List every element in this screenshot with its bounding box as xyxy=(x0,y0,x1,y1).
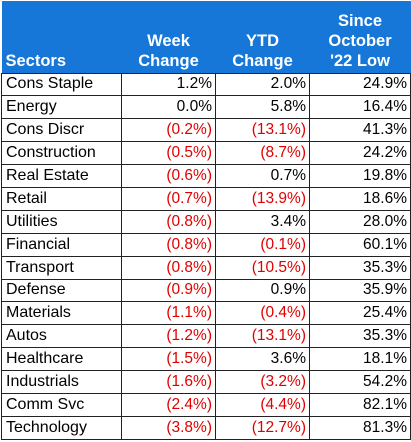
header-since-october-low: Since October '22 Low xyxy=(309,1,411,73)
since-october-low-cell: 28.0% xyxy=(309,209,411,234)
sector-name-cell: Cons Staple xyxy=(1,72,122,97)
sector-name-cell: Transport xyxy=(1,255,122,280)
table-row: Financial (0.8%) (0.1%) 60.1% xyxy=(1,232,411,257)
sector-name-cell: Utilities xyxy=(1,209,122,234)
week-change-cell: (1.6%) xyxy=(121,370,216,394)
sector-name-cell: Comm Svc xyxy=(1,392,122,417)
since-october-low-cell: 35.9% xyxy=(309,278,411,303)
since-october-low-cell: 60.1% xyxy=(309,232,411,257)
sector-name-cell: Cons Discr xyxy=(1,118,122,143)
ytd-change-cell: 5.8% xyxy=(215,95,310,120)
table-row: Transport (0.8%) (10.5%) 35.3% xyxy=(1,255,411,280)
sector-name-cell: Defense xyxy=(1,278,122,303)
week-change-cell: (0.9%) xyxy=(121,278,216,303)
week-change-cell: (0.2%) xyxy=(121,118,216,143)
sector-name-cell: Retail xyxy=(1,186,122,211)
sector-name-cell: Energy xyxy=(1,95,122,120)
ytd-change-cell: (4.4%) xyxy=(215,392,310,417)
since-october-low-cell: 41.3% xyxy=(309,118,411,143)
week-change-cell: (1.5%) xyxy=(121,347,216,372)
since-october-low-cell: 25.4% xyxy=(309,301,411,326)
week-change-cell: (1.2%) xyxy=(121,324,216,349)
header-ytd-line2: Change xyxy=(232,51,293,70)
ytd-change-cell: (12.7%) xyxy=(215,415,310,440)
since-october-low-cell: 81.3% xyxy=(309,415,411,440)
week-change-cell: (0.5%) xyxy=(121,141,216,166)
since-october-low-cell: 19.8% xyxy=(309,164,411,188)
table-row: Technology (3.8%) (12.7%) 81.3% xyxy=(1,415,411,440)
table-row: Energy 0.0% 5.8% 16.4% xyxy=(1,95,411,120)
since-october-low-cell: 18.1% xyxy=(309,347,411,372)
table-row: Utilities (0.8%) 3.4% 28.0% xyxy=(1,209,411,234)
since-october-low-cell: 35.3% xyxy=(309,255,411,280)
since-october-low-cell: 35.3% xyxy=(309,324,411,349)
since-october-low-cell: 54.2% xyxy=(309,370,411,394)
sector-name-cell: Materials xyxy=(1,301,122,326)
ytd-change-cell: 2.0% xyxy=(215,72,310,97)
table-row: Construction (0.5%) (8.7%) 24.2% xyxy=(1,141,411,166)
week-change-cell: (0.8%) xyxy=(121,232,216,257)
week-change-cell: (1.1%) xyxy=(121,301,216,326)
week-change-cell: (2.4%) xyxy=(121,392,216,417)
header-week-line1: Week xyxy=(147,31,190,50)
week-change-cell: 0.0% xyxy=(121,95,216,120)
ytd-change-cell: (3.2%) xyxy=(215,370,310,394)
sector-name-cell: Financial xyxy=(1,232,122,257)
table-row: Healthcare (1.5%) 3.6% 18.1% xyxy=(1,347,411,372)
ytd-change-cell: (10.5%) xyxy=(215,255,310,280)
header-row: Sectors Week Change YTD Change Since Oct… xyxy=(1,1,411,73)
since-october-low-cell: 18.6% xyxy=(309,186,411,211)
since-october-low-cell: 82.1% xyxy=(309,392,411,417)
ytd-change-cell: 0.9% xyxy=(215,278,310,303)
sector-name-cell: Autos xyxy=(1,324,122,349)
table-row: Industrials (1.6%) (3.2%) 54.2% xyxy=(1,370,411,394)
sector-name-cell: Healthcare xyxy=(1,347,122,372)
ytd-change-cell: 0.7% xyxy=(215,164,310,188)
week-change-cell: (3.8%) xyxy=(121,415,216,440)
sector-name-cell: Real Estate xyxy=(1,164,122,188)
week-change-cell: (0.7%) xyxy=(121,186,216,211)
since-october-low-cell: 24.2% xyxy=(309,141,411,166)
ytd-change-cell: 3.4% xyxy=(215,209,310,234)
since-october-low-cell: 24.9% xyxy=(309,72,411,97)
ytd-change-cell: (13.1%) xyxy=(215,324,310,349)
ytd-change-cell: (0.4%) xyxy=(215,301,310,326)
ytd-change-cell: 3.6% xyxy=(215,347,310,372)
header-since-line1: Since xyxy=(337,11,383,30)
table-row: Cons Staple 1.2% 2.0% 24.9% xyxy=(1,72,411,97)
table-row: Comm Svc (2.4%) (4.4%) 82.1% xyxy=(1,392,411,417)
header-sectors: Sectors xyxy=(1,1,122,73)
ytd-change-cell: (8.7%) xyxy=(215,141,310,166)
header-week-line2: Change xyxy=(138,51,199,70)
sector-name-cell: Industrials xyxy=(1,370,122,394)
ytd-change-cell: (13.1%) xyxy=(215,118,310,143)
ytd-change-cell: (0.1%) xyxy=(215,232,310,257)
week-change-cell: (0.8%) xyxy=(121,255,216,280)
header-week-change: Week Change xyxy=(121,1,216,73)
table-header: Sectors Week Change YTD Change Since Oct… xyxy=(1,1,411,73)
header-ytd-change: YTD Change xyxy=(215,1,310,73)
week-change-cell: 1.2% xyxy=(121,72,216,97)
table-row: Retail (0.7%) (13.9%) 18.6% xyxy=(1,186,411,211)
sector-name-cell: Construction xyxy=(1,141,122,166)
sector-name-cell: Technology xyxy=(1,415,122,440)
header-since-line2: October xyxy=(328,31,392,50)
ytd-change-cell: (13.9%) xyxy=(215,186,310,211)
header-ytd-line1: YTD xyxy=(246,31,279,50)
table-body: Cons Staple 1.2% 2.0% 24.9% Energy 0.0% 5.8% 16… xyxy=(1,72,411,440)
table-row: Real Estate (0.6%) 0.7% 19.8% xyxy=(1,164,411,188)
since-october-low-cell: 16.4% xyxy=(309,95,411,120)
table-row: Autos (1.2%) (13.1%) 35.3% xyxy=(1,324,411,349)
header-since-line3: '22 Low xyxy=(330,51,390,70)
table-row: Cons Discr (0.2%) (13.1%) 41.3% xyxy=(1,118,411,143)
header-sectors-label: Sectors xyxy=(5,51,67,70)
table-row: Defense (0.9%) 0.9% 35.9% xyxy=(1,278,411,303)
week-change-cell: (0.8%) xyxy=(121,209,216,234)
table-row: Materials (1.1%) (0.4%) 25.4% xyxy=(1,301,411,326)
week-change-cell: (0.6%) xyxy=(121,164,216,188)
